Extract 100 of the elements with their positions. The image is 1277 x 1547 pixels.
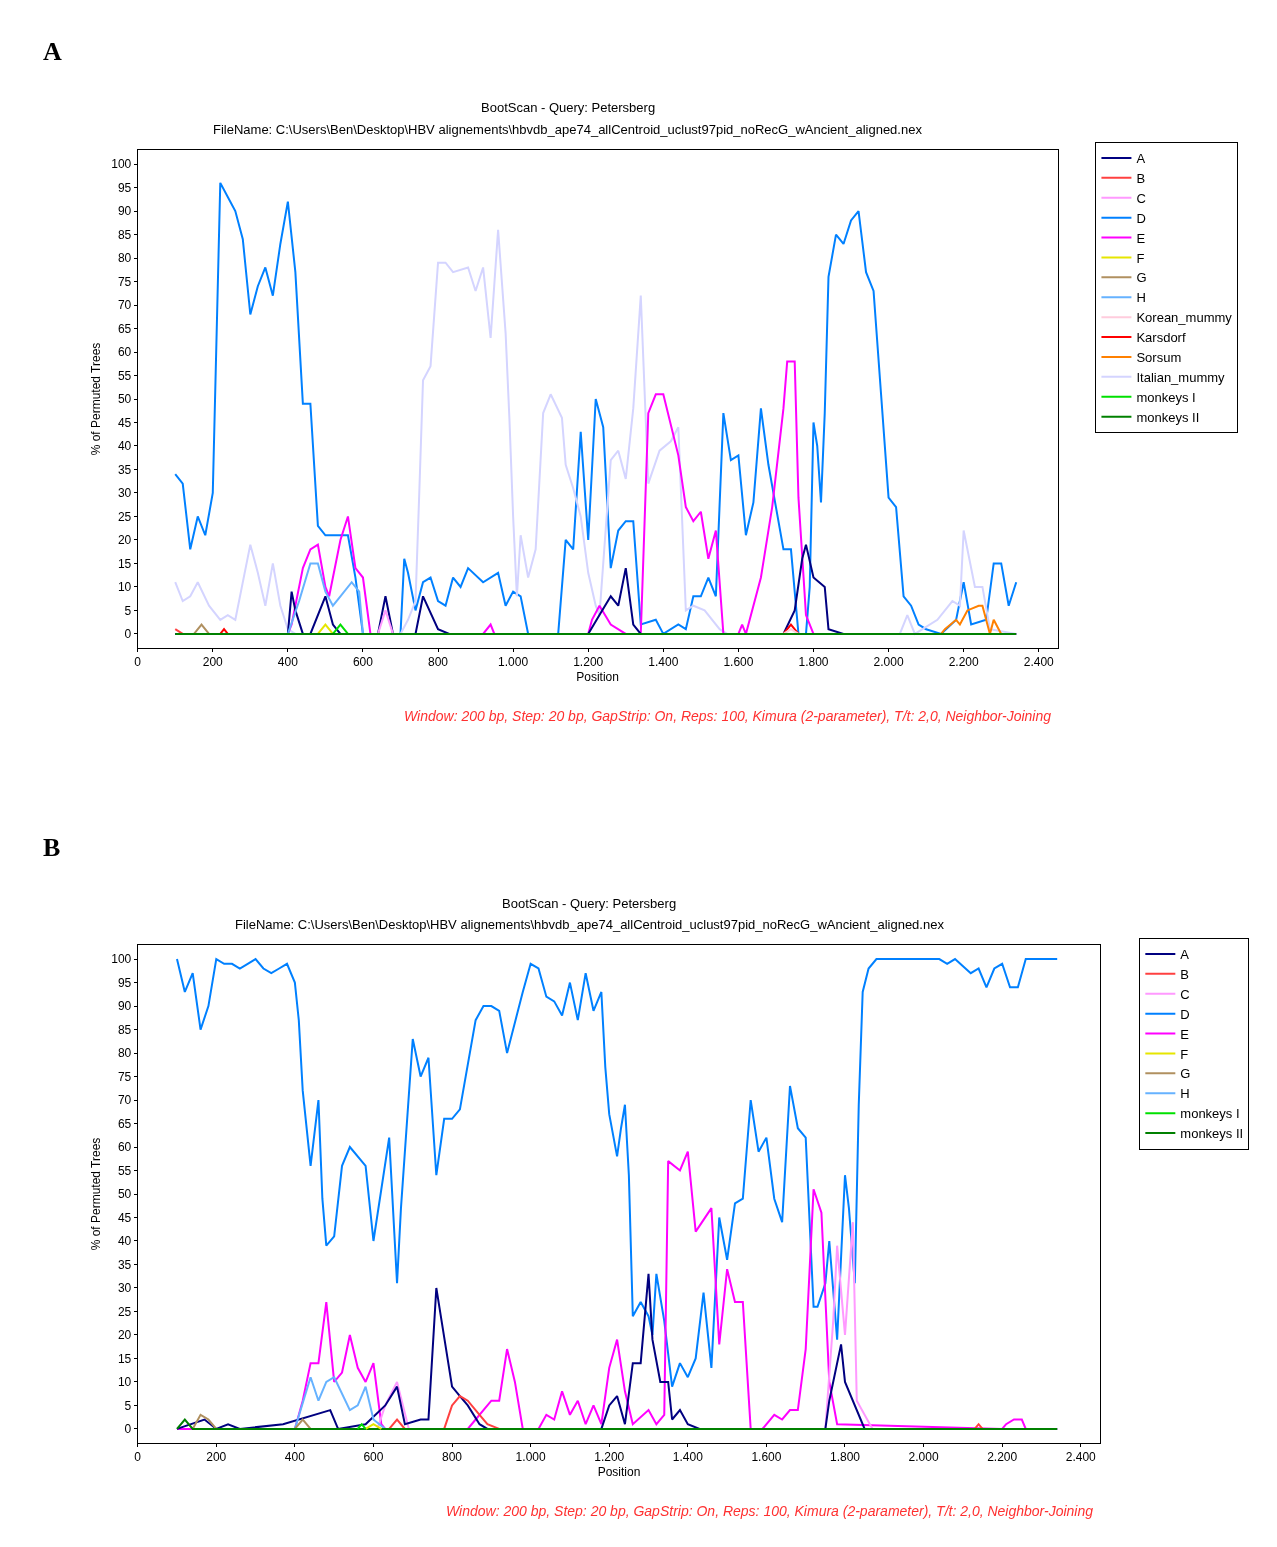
y-tick-label: 5 xyxy=(124,1398,132,1413)
y-tick-label: 80 xyxy=(117,251,132,266)
x-tick-label: 400 xyxy=(284,1450,306,1465)
y-tick-label: 95 xyxy=(117,975,132,990)
legend-label: E xyxy=(1136,230,1146,246)
chart-subtitle: FileName: C:\Users\Ben\Desktop\HBV alignements\hbvdb_ape74_allCentroid_uclust97pid_noRecG_wAncient_aligned.nex xyxy=(213,122,923,137)
x-tick-label: 2.400 xyxy=(1023,655,1055,670)
y-tick-label: 20 xyxy=(117,1328,132,1343)
y-tick-label: 5 xyxy=(124,603,132,618)
x-tick-label: 1.800 xyxy=(829,1450,861,1465)
legend-label: G xyxy=(1136,270,1147,286)
text: A xyxy=(43,37,62,66)
x-tick-label: 1.200 xyxy=(573,655,604,670)
x-tick-label: 200 xyxy=(202,655,224,670)
legend-label: F xyxy=(1180,1046,1189,1062)
line-series xyxy=(293,1376,387,1430)
y-tick-label: 15 xyxy=(117,556,132,571)
y-tick-label: 95 xyxy=(117,180,132,195)
y-tick-label: 65 xyxy=(117,321,132,336)
y-tick-label: 55 xyxy=(117,368,132,383)
chart-subtitle: FileName: C:\Users\Ben\Desktop\HBV alignements\hbvdb_ape74_allCentroid_uclust97pid_noRecG_wAncient_aligned.nex xyxy=(235,917,945,932)
y-tick-label: 100 xyxy=(111,952,132,967)
legend-label: H xyxy=(1180,1086,1190,1102)
line-series xyxy=(286,562,364,635)
x-tick-label: 200 xyxy=(206,1450,227,1465)
legend-label: D xyxy=(1136,210,1146,226)
y-tick-label: 65 xyxy=(117,1116,132,1131)
y-tick-label: 100 xyxy=(111,157,132,172)
line-series xyxy=(175,958,1059,1388)
x-tick-label: 0 xyxy=(134,1450,142,1465)
legend-label: Karsdorf xyxy=(1136,330,1186,346)
y-tick-label: 85 xyxy=(117,1022,132,1037)
y-axis-title: % of Permuted Trees xyxy=(88,1137,103,1251)
x-tick-label: 600 xyxy=(363,1450,384,1465)
legend-label: B xyxy=(1180,966,1189,982)
y-tick-label: 40 xyxy=(117,439,132,454)
x-tick-label: 400 xyxy=(277,655,299,670)
y-tick-label: 35 xyxy=(117,1257,132,1272)
x-tick-label: 1.000 xyxy=(515,1450,546,1465)
y-tick-label: 75 xyxy=(117,274,132,289)
x-tick-label: 800 xyxy=(428,655,449,670)
x-tick-label: 2.000 xyxy=(908,1450,939,1465)
legend-label: F xyxy=(1136,250,1145,266)
y-tick-label: 70 xyxy=(117,298,132,313)
x-tick-label: 1.400 xyxy=(672,1450,704,1465)
legend-label: B xyxy=(1136,170,1146,186)
legend-label: H xyxy=(1136,290,1146,306)
y-tick-label: 80 xyxy=(117,1046,132,1061)
y-tick-label: 30 xyxy=(117,1281,132,1296)
legend-label: monkeys II xyxy=(1136,409,1200,425)
y-tick-label: 40 xyxy=(117,1234,132,1249)
x-tick-label: 2.000 xyxy=(873,655,904,670)
legend-label: C xyxy=(1180,986,1190,1002)
x-tick-label: 1.600 xyxy=(751,1450,782,1465)
y-tick-label: 90 xyxy=(117,204,132,219)
text: B xyxy=(43,833,61,862)
legend-label: E xyxy=(1180,1026,1190,1042)
y-tick-label: 60 xyxy=(117,1140,132,1155)
x-tick-label: 2.400 xyxy=(1065,1450,1097,1465)
y-tick-label: 45 xyxy=(117,1210,132,1225)
y-tick-label: 55 xyxy=(117,1163,132,1178)
text: Window: 200 bp, Step: 20 bp, GapStrip: On, Reps: 100, Kimura (2-parameter), T/t: 2,0, Neighbor-Joining xyxy=(446,1503,1094,1519)
y-tick-label: 0 xyxy=(124,1422,132,1437)
legend-label: A xyxy=(1180,947,1190,963)
legend-label: Korean_mummy xyxy=(1136,310,1233,326)
y-tick-label: 25 xyxy=(117,1304,132,1319)
legend-label: G xyxy=(1180,1066,1191,1082)
legend-label: monkeys II xyxy=(1180,1126,1244,1142)
legend-label: Sorsum xyxy=(1136,350,1182,366)
legend-label: monkeys I xyxy=(1180,1106,1240,1122)
y-tick-label: 70 xyxy=(117,1093,132,1108)
x-tick-label: 600 xyxy=(352,655,374,670)
y-tick-label: 25 xyxy=(117,509,132,524)
y-tick-label: 30 xyxy=(117,486,132,501)
x-axis-title: Position xyxy=(597,1465,641,1480)
text: Window: 200 bp, Step: 20 bp, GapStrip: On, Reps: 100, Kimura (2-parameter), T/t: 2,0, Neighbor-Joining xyxy=(404,708,1052,724)
y-tick-label: 50 xyxy=(117,392,132,407)
y-tick-label: 10 xyxy=(117,1375,132,1390)
x-tick-label: 1.200 xyxy=(594,1450,625,1465)
line-series xyxy=(940,604,1003,635)
x-tick-label: 1.800 xyxy=(798,655,829,670)
x-tick-label: 1.000 xyxy=(498,655,529,670)
x-tick-label: 2.200 xyxy=(948,655,979,670)
y-tick-label: 90 xyxy=(117,999,132,1014)
x-tick-label: 0 xyxy=(134,655,142,670)
x-tick-label: 1.400 xyxy=(648,655,679,670)
x-tick-label: 2.200 xyxy=(987,1450,1018,1465)
y-tick-label: 20 xyxy=(117,533,132,548)
legend-label: monkeys I xyxy=(1136,389,1196,405)
y-tick-label: 10 xyxy=(117,580,132,595)
legend-label: Italian_mummy xyxy=(1136,369,1226,385)
chart-title: BootScan - Query: Petersberg xyxy=(502,896,677,911)
legend-label: A xyxy=(1136,151,1146,167)
x-tick-label: 800 xyxy=(442,1450,463,1465)
y-tick-label: 45 xyxy=(117,415,132,430)
y-tick-label: 85 xyxy=(117,227,132,242)
legend-label: C xyxy=(1136,190,1146,206)
x-tick-label: 1.600 xyxy=(723,655,754,670)
y-tick-label: 0 xyxy=(124,627,132,642)
y-tick-label: 75 xyxy=(117,1069,132,1084)
